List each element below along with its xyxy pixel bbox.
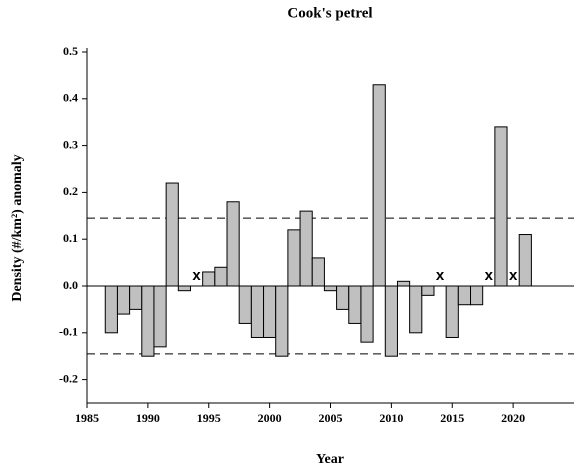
bar (129, 285, 143, 310)
bar (104, 285, 118, 334)
y-axis-label: Density (#/km²) anomaly (10, 154, 25, 301)
y-tick-label: 0.4 (63, 91, 78, 105)
bar (299, 210, 313, 287)
bar (457, 285, 472, 306)
y-tick-label: -0.2 (59, 371, 78, 385)
bar (384, 285, 398, 357)
chart-title: Cook's petrel (287, 5, 372, 21)
bar (360, 285, 374, 343)
bar (518, 234, 532, 287)
missing-marker: x (436, 267, 445, 284)
x-tick-label: 1995 (197, 411, 221, 425)
bar (311, 257, 325, 287)
bar (153, 285, 167, 348)
bar (470, 285, 484, 306)
bar (116, 285, 131, 315)
x-axis-label: Year (316, 452, 344, 467)
x-tick-label: 1990 (136, 411, 160, 425)
bar (348, 285, 362, 324)
bar (238, 285, 252, 324)
bar (421, 285, 435, 296)
x-tick-label: 1985 (75, 411, 99, 425)
missing-marker: x (192, 267, 201, 284)
y-tick-label: 0.0 (63, 278, 78, 292)
bar (202, 271, 216, 287)
bar (336, 285, 350, 310)
y-tick-label: 0.2 (63, 184, 78, 198)
bar (287, 229, 301, 287)
bar (409, 285, 423, 334)
bar (165, 182, 179, 287)
x-tick-label: 2005 (319, 411, 343, 425)
y-tick-label: 0.3 (63, 137, 78, 151)
bar (323, 285, 338, 292)
bar (396, 280, 411, 287)
missing-marker: x (485, 267, 494, 284)
bar (372, 84, 386, 287)
missing-marker: x (509, 267, 518, 284)
bar (214, 266, 228, 287)
bar (275, 285, 289, 357)
x-tick-label: 2015 (440, 411, 464, 425)
bar (250, 285, 265, 338)
x-tick-label: 2000 (258, 411, 282, 425)
bar (494, 126, 508, 287)
y-tick-label: 0.1 (63, 231, 78, 245)
x-tick-label: 2010 (379, 411, 403, 425)
bar (141, 285, 155, 357)
bar (177, 285, 191, 292)
y-tick-label: -0.1 (59, 325, 78, 339)
bar (263, 285, 277, 338)
bar (445, 285, 459, 338)
bar (226, 201, 240, 287)
x-tick-label: 2020 (501, 411, 525, 425)
y-tick-label: 0.5 (63, 44, 78, 58)
